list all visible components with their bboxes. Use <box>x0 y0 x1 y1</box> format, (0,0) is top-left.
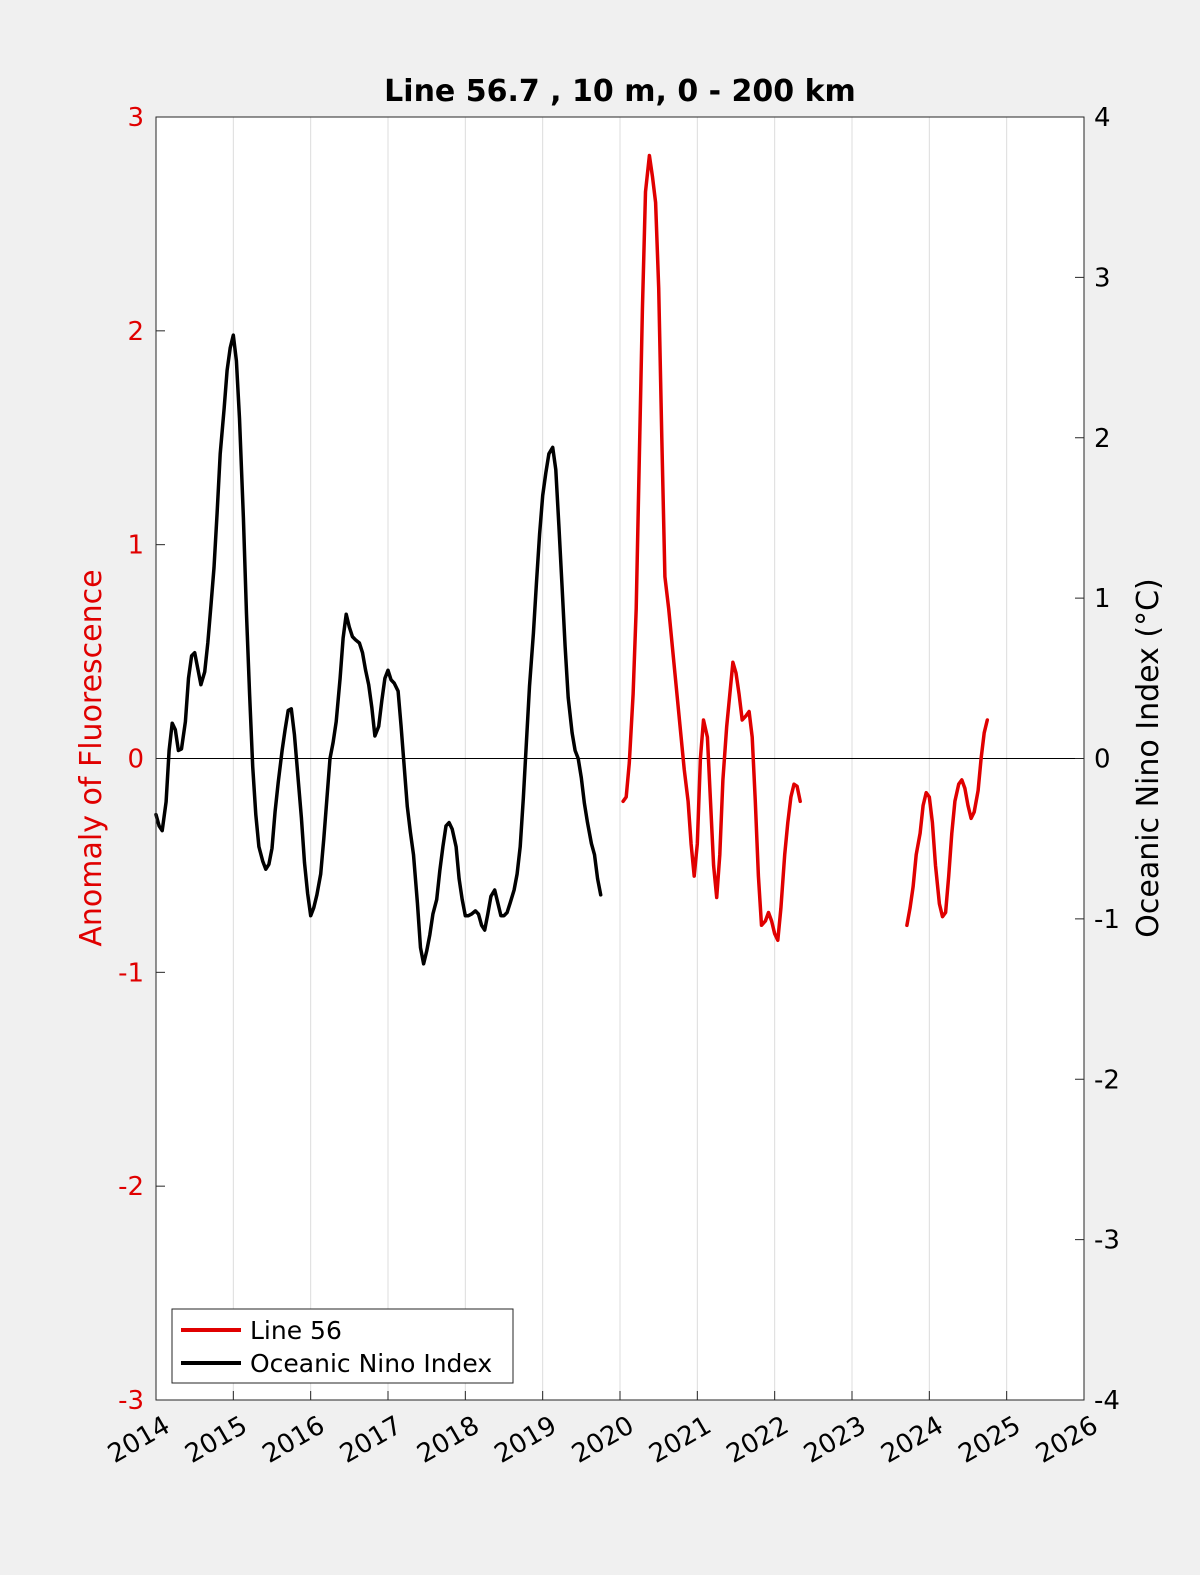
legend-box <box>171 1308 514 1384</box>
right-y-tick-label: -1 <box>1094 905 1120 935</box>
left-y-tick-label: 1 <box>127 531 144 561</box>
x-tick-label: 2014 <box>103 1411 175 1470</box>
line56-series-line-segment-1 <box>621 153 802 943</box>
left-y-tick-label: 0 <box>127 745 144 775</box>
legend: Line 56 Oceanic Nino Index <box>171 1308 514 1384</box>
left-y-tick-label: -2 <box>118 1172 144 1202</box>
right-y-tick-label: -2 <box>1094 1065 1120 1095</box>
left-y-tick-label: -3 <box>118 1386 144 1416</box>
x-tick-label: 2016 <box>258 1411 330 1470</box>
x-tick-label: 2025 <box>954 1411 1026 1470</box>
x-tick-label: 2017 <box>335 1411 407 1470</box>
right-y-tick-label: 3 <box>1094 263 1111 293</box>
line56-series-line-segment-2 <box>905 718 990 928</box>
left-y-axis: -3 -2 -1 0 1 2 3 <box>118 103 165 1416</box>
oni-series-line <box>154 333 603 966</box>
x-tick-label: 2019 <box>490 1411 562 1470</box>
x-tick-label: 2015 <box>180 1411 252 1470</box>
right-y-tick-label: 4 <box>1094 103 1111 133</box>
x-tick-label: 2021 <box>644 1411 716 1470</box>
x-tick-label: 2026 <box>1031 1411 1103 1470</box>
x-tick-label: 2020 <box>567 1411 639 1470</box>
chart-title: Line 56.7 , 10 m, 0 - 200 km <box>384 74 856 109</box>
x-tick-label: 2022 <box>722 1411 794 1470</box>
x-tick-label: 2023 <box>799 1411 871 1470</box>
right-y-tick-label: 1 <box>1094 584 1111 614</box>
left-y-axis-label: Anomaly of Fluorescence <box>74 569 109 946</box>
legend-label-line56: Line 56 <box>250 1316 342 1345</box>
legend-label-oni: Oceanic Nino Index <box>250 1349 492 1378</box>
left-y-tick-label: -1 <box>118 958 144 988</box>
right-y-tick-label: -3 <box>1094 1226 1120 1256</box>
x-tick-label: 2018 <box>412 1411 484 1470</box>
right-y-tick-label: 2 <box>1094 424 1111 454</box>
right-y-tick-label: 0 <box>1094 745 1111 775</box>
left-y-tick-label: 3 <box>127 103 144 133</box>
left-y-tick-label: 2 <box>127 317 144 347</box>
right-y-tick-label: -4 <box>1094 1386 1120 1416</box>
right-y-axis-label: Oceanic Nino Index (°C) <box>1131 578 1166 938</box>
right-y-axis: -4 -3 -2 -1 0 1 2 3 4 <box>1075 103 1120 1416</box>
series-layer <box>154 153 990 966</box>
x-axis: 2014 2015 2016 2017 2018 2019 2020 2021 2022 2023… <box>103 1391 1103 1470</box>
x-tick-label: 2024 <box>876 1411 948 1470</box>
